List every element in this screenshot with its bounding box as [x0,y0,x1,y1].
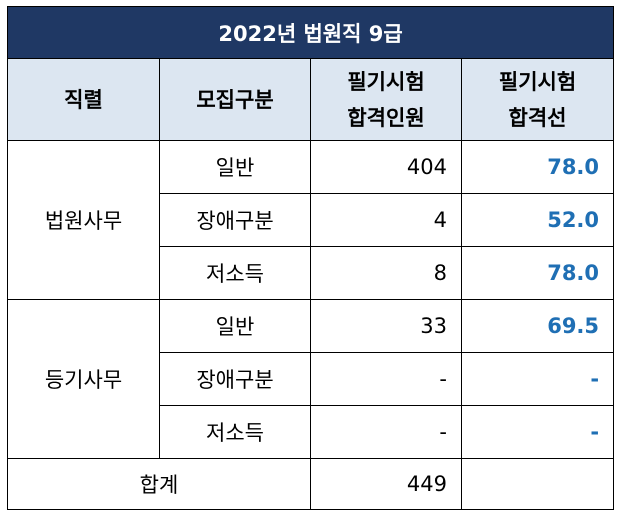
header-pass-count-text: 필기시험 합격인원 [347,69,425,130]
title-row: 2022년 법원직 9급 [6,6,615,59]
table-title: 2022년 법원직 9급 [6,6,615,59]
group-name: 등기사무 [7,299,160,459]
results-table: 2022년 법원직 9급 직렬 모집구분 필기시험 합격인원 필기시험 합격선 … [6,6,615,510]
group-name: 법원사무 [7,140,160,300]
recruit-type-cell: 일반 [159,140,311,194]
header-row: 직렬 모집구분 필기시험 합격인원 필기시험 합격선 [7,58,615,141]
recruit-type-cell: 저소득 [159,246,311,300]
pass-count-cell: 33 [310,299,462,353]
pass-count-cell: 4 [310,193,462,247]
recruit-type-cell: 저소득 [159,405,311,459]
pass-line-cell: 52.0 [460,193,615,247]
recruit-type-cell: 일반 [159,299,311,353]
pass-line-cell: 69.5 [460,299,615,353]
total-pass-line [460,458,615,510]
header-recruit-type: 모집구분 [159,58,311,141]
total-row: 합계 449 [7,458,615,510]
results-table-container: 2022년 법원직 9급 직렬 모집구분 필기시험 합격인원 필기시험 합격선 … [6,6,615,517]
pass-count-cell: - [310,352,462,406]
pass-line-cell: 78.0 [460,246,615,300]
header-pass-count: 필기시험 합격인원 [310,58,462,141]
pass-count-cell: 404 [310,140,462,194]
table-row: 저소득 8 78.0 [8,246,615,300]
table-row: 등기사무 일반 33 69.5 [7,299,615,459]
table-row: 법원사무 일반 404 78.0 [7,140,615,300]
pass-count-cell: - [310,405,462,459]
header-pass-line: 필기시험 합격선 [460,58,615,141]
table-row: 장애구분 - - [8,352,615,406]
pass-line-cell: - [460,405,615,459]
total-label: 합계 [7,458,311,510]
table-row: 저소득 - - [8,405,615,459]
pass-count-cell: 8 [310,246,462,300]
pass-line-cell: - [460,352,615,406]
recruit-type-cell: 장애구분 [159,193,311,247]
total-count: 449 [310,458,462,510]
header-rank: 직렬 [7,58,160,141]
pass-line-cell: 78.0 [460,140,615,194]
table-row: 장애구분 4 52.0 [8,193,615,247]
header-pass-line-text: 필기시험 합격선 [498,69,577,130]
recruit-type-cell: 장애구분 [159,352,311,406]
